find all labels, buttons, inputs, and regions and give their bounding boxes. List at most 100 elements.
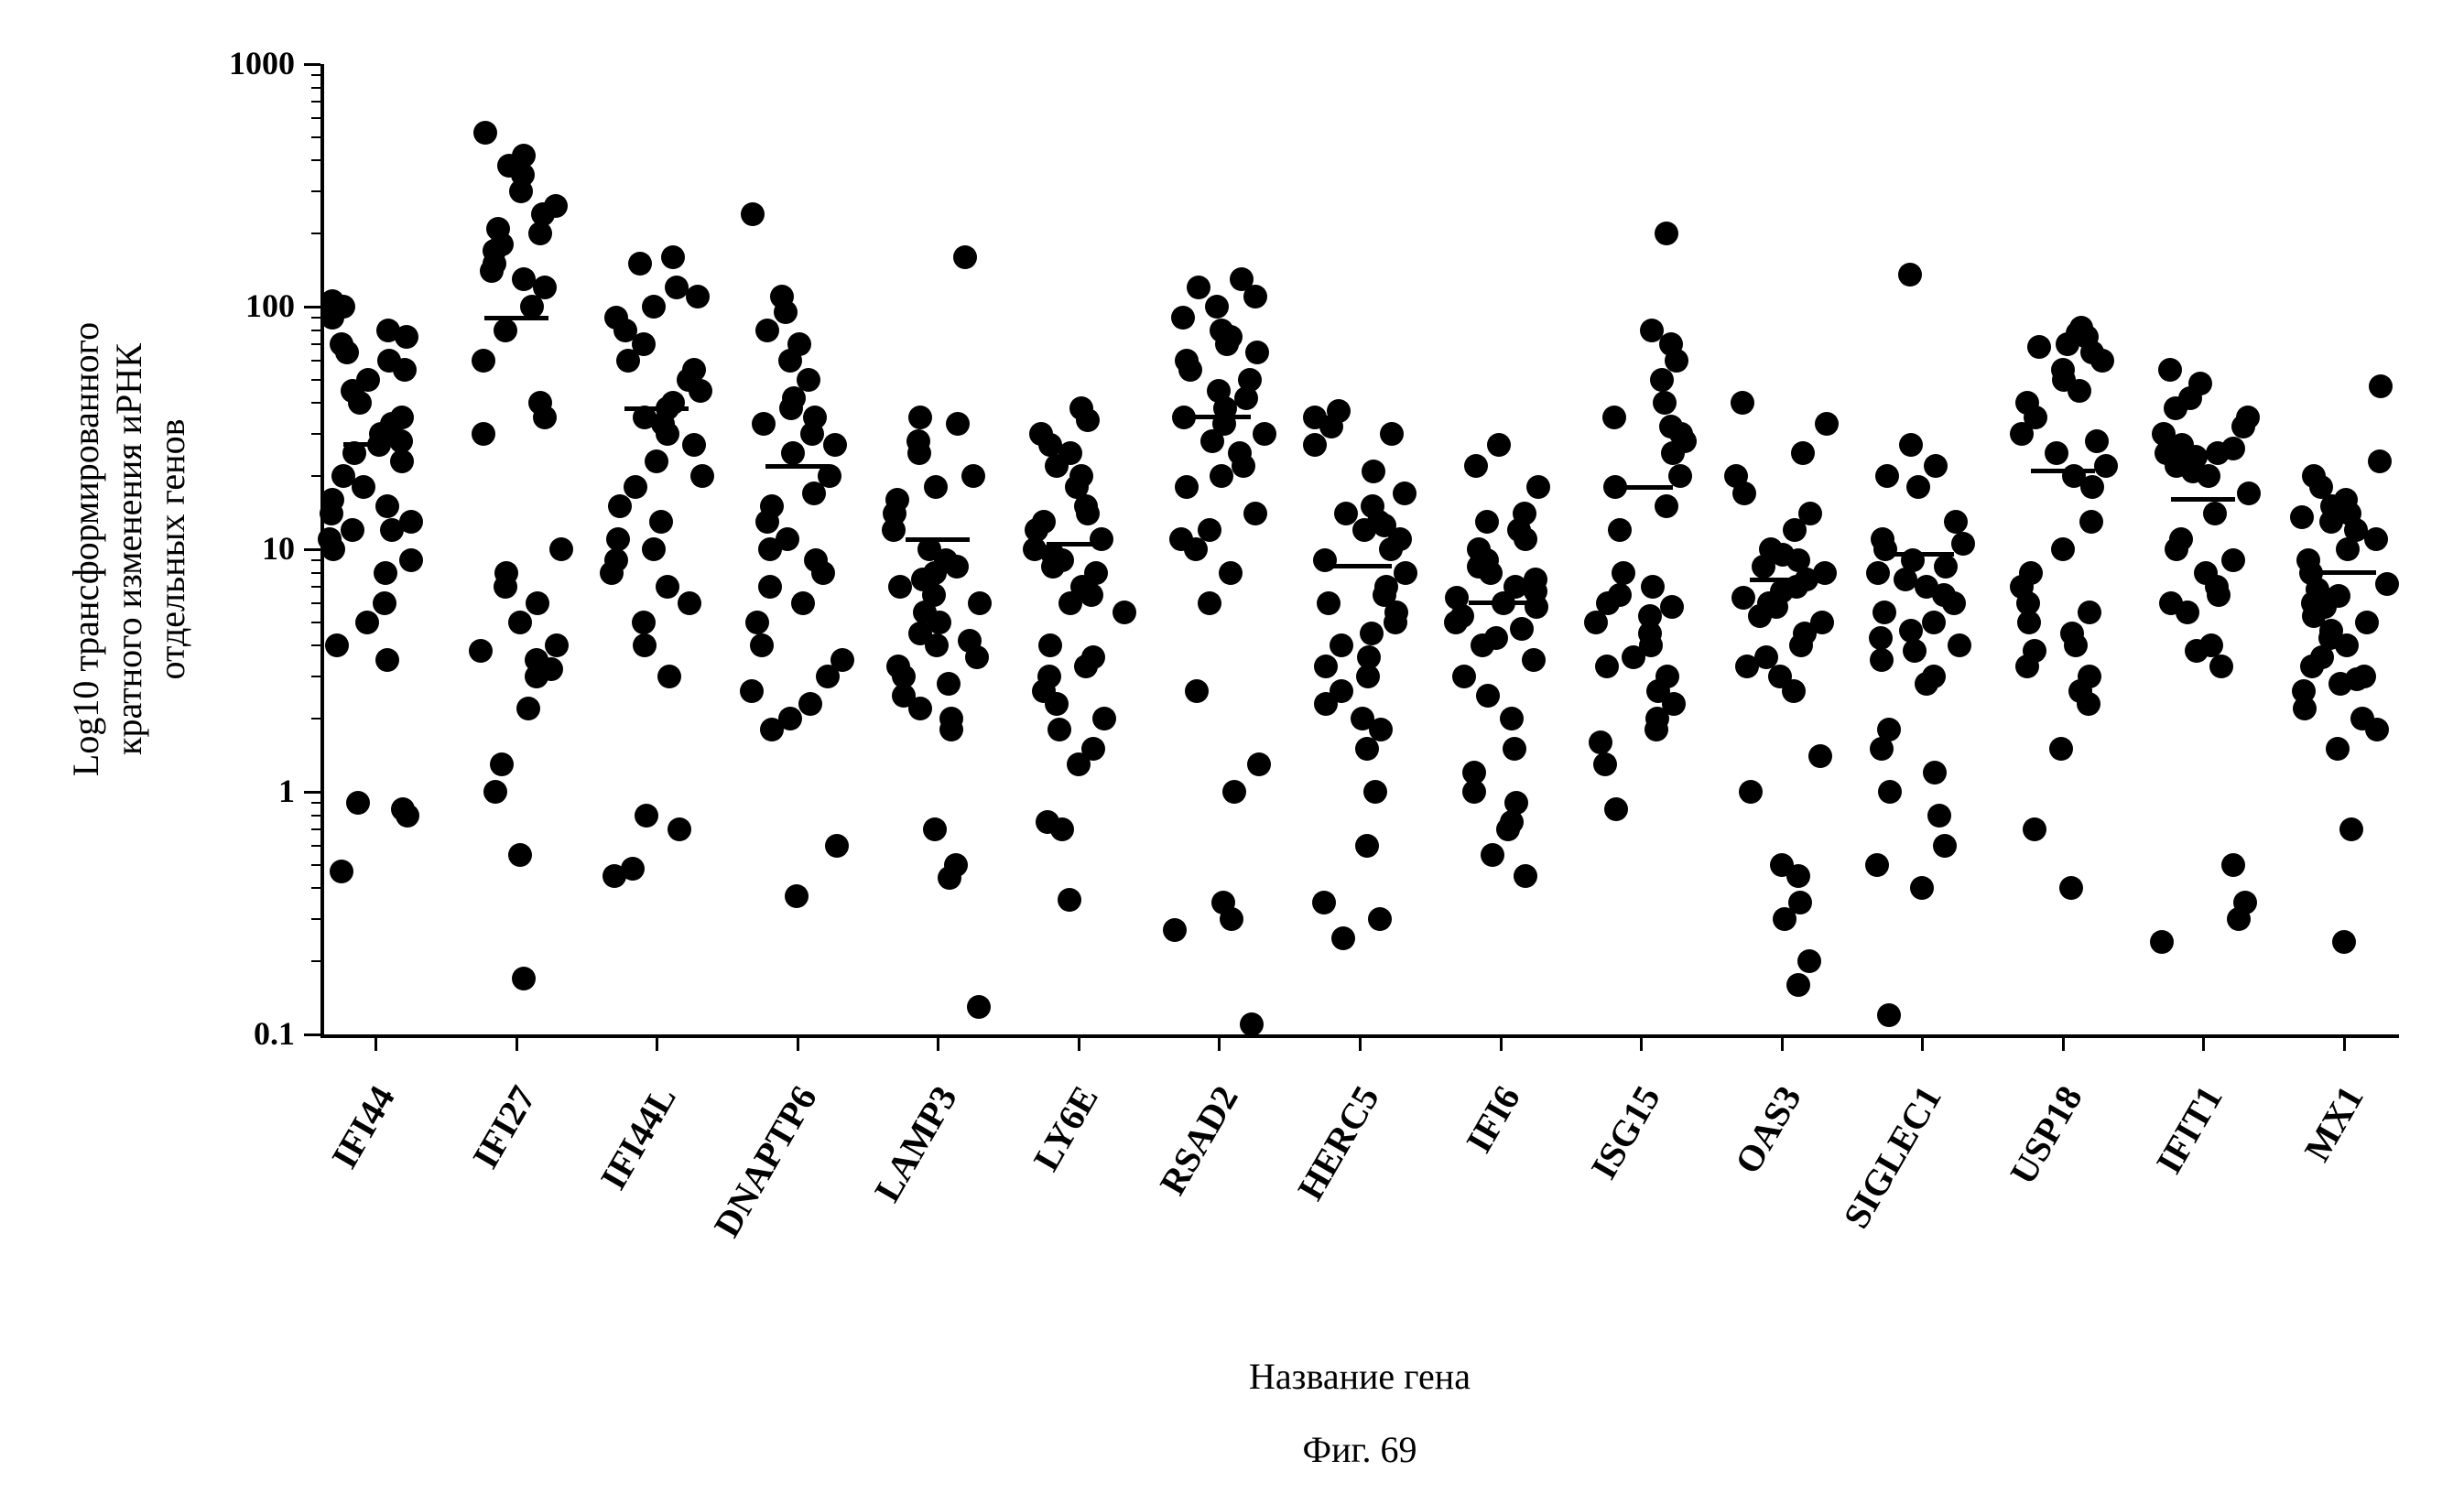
data-point [798,692,822,716]
y-tick-minor [311,559,320,561]
data-point [923,817,947,841]
data-point [1770,853,1794,877]
data-point [1198,518,1221,542]
data-point [376,319,400,342]
data-point [355,611,379,634]
data-point [2355,611,2379,634]
data-point [1029,422,1053,446]
data-point [2045,441,2068,465]
data-point [1368,907,1392,931]
data-point [483,780,507,804]
data-point [1330,679,1353,703]
data-point [1739,780,1763,804]
data-point [803,406,827,429]
data-point [888,575,912,599]
data-point [958,629,982,653]
data-point [908,406,932,429]
data-point [390,449,414,473]
y-tick-minor [311,864,320,866]
data-point [1362,460,1385,483]
data-point [1612,561,1635,585]
data-point [1899,433,1923,457]
mean-marker [1890,552,1954,557]
y-tick-minor [311,74,320,76]
data-point [1655,222,1678,245]
data-point [1602,406,1626,429]
data-point [690,464,714,488]
data-point [791,591,815,615]
data-point [1898,263,1922,287]
data-point [787,332,811,356]
data-point [885,488,909,512]
data-point [1872,601,1896,624]
data-point [678,591,701,615]
data-point [1924,454,1948,478]
data-point [752,412,776,436]
data-point [823,433,847,457]
data-point [1084,561,1108,585]
y-tick-minor [311,117,320,119]
data-point [1355,834,1379,858]
y-tick-minor [311,887,320,889]
data-point [2209,655,2233,678]
x-tick [374,1034,377,1051]
figure-caption: Фиг. 69 [1250,1428,1470,1471]
data-point [2194,561,2218,585]
data-point [781,441,805,465]
data-point [2051,537,2075,561]
data-point [486,217,510,241]
data-point [1593,752,1617,776]
x-tick [1078,1034,1080,1051]
y-tick-minor [311,330,320,331]
data-point [1038,633,1062,657]
data-point [785,884,809,908]
data-point [399,510,423,534]
data-point [1951,532,1975,556]
data-point [2368,449,2392,473]
mean-marker [1187,415,1251,419]
data-point [494,561,518,585]
data-point [1798,502,1822,525]
data-point [2023,817,2046,841]
data-point [391,797,415,821]
data-point [1467,537,1491,561]
data-point [1355,737,1379,761]
data-point [318,527,342,551]
data-point [1903,639,1927,663]
data-point [1081,645,1105,669]
data-point [2339,817,2363,841]
data-point [1393,481,1417,505]
y-tick-minor [311,586,320,588]
data-point [1526,475,1550,499]
data-point [1877,718,1901,741]
data-point [1462,761,1486,784]
data-point [1198,591,1221,615]
data-point [1524,568,1547,591]
data-point [2221,437,2245,460]
data-point [682,358,706,382]
y-tick-minor [311,572,320,574]
data-point [1513,502,1536,525]
data-point [2327,584,2350,608]
data-point [1210,319,1233,342]
data-point [2369,374,2393,398]
data-point [1357,645,1381,669]
data-point [2150,930,2174,954]
data-point [473,121,497,145]
data-point [1810,611,1834,634]
data-point [1948,633,1971,657]
data-point [968,591,992,615]
data-point [1069,464,1093,488]
data-point [1210,464,1233,488]
data-point [375,648,399,672]
x-tick-label: DNAPTP6 [705,1078,826,1244]
data-point [2169,527,2193,551]
x-tick-label: MX1 [2296,1078,2372,1169]
mean-marker [2031,469,2095,473]
x-tick [1359,1034,1362,1051]
data-point [1731,586,1755,610]
data-point [1247,752,1271,776]
x-tick-label: ISG15 [1582,1078,1669,1186]
y-tick-minor [311,845,320,847]
data-point [1877,1003,1901,1027]
